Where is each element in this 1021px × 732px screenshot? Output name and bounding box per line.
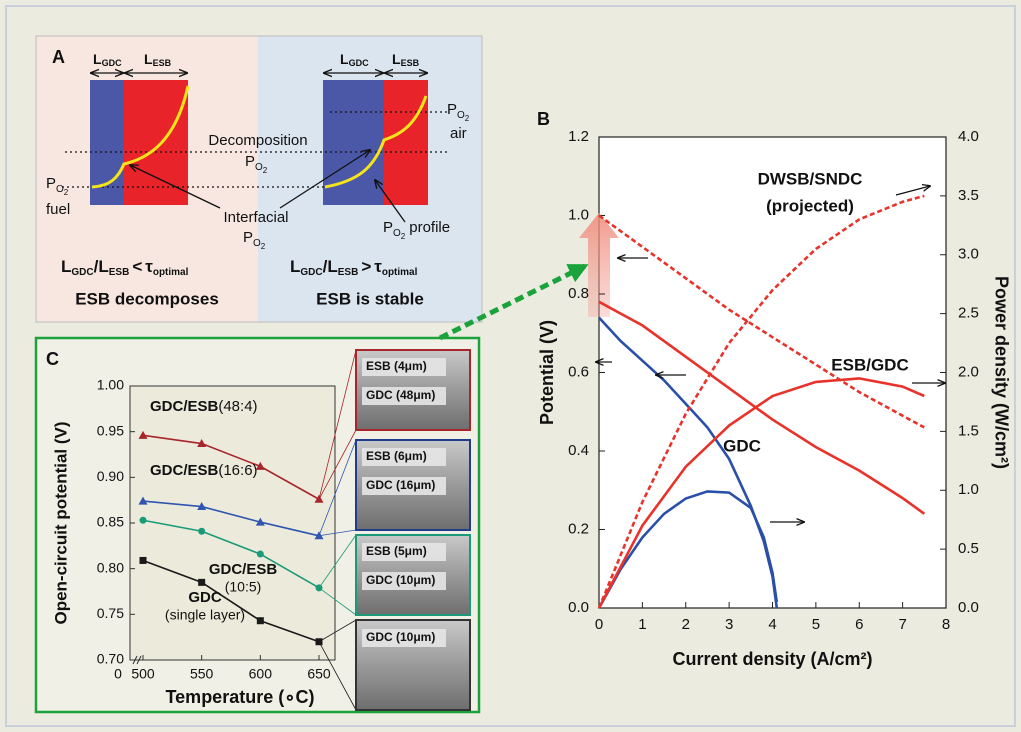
x-tick-label: 5 bbox=[812, 616, 820, 633]
x-tick-label: 500 bbox=[131, 666, 155, 682]
y-tick-label: 0.95 bbox=[97, 422, 124, 438]
layer-label: GDC (48μm) bbox=[366, 388, 435, 402]
page: {"diagram": {"label": "A", "l": "L", "gd… bbox=[0, 0, 1021, 732]
x-tick-label: 550 bbox=[190, 666, 214, 682]
layer-label: ESB (5μm) bbox=[366, 544, 427, 558]
y-tick-label: 1.00 bbox=[97, 377, 124, 393]
y2-tick-label: 0.5 bbox=[958, 540, 979, 557]
y2-tick-label: 0.0 bbox=[958, 599, 979, 616]
x-tick-label: 0 bbox=[595, 616, 603, 633]
series-label: GDC bbox=[188, 589, 222, 606]
curve-label: GDC bbox=[723, 436, 761, 455]
figure: A LGDC LESB LGDC LESB Decomposition PO2 … bbox=[0, 0, 1021, 732]
y-tick-label: 0.75 bbox=[97, 605, 124, 621]
y2-tick-label: 1.0 bbox=[958, 481, 979, 498]
fuel-label: fuel bbox=[46, 201, 70, 218]
layer-label: ESB (4μm) bbox=[366, 359, 427, 373]
y-tick-label: 0.0 bbox=[568, 599, 589, 616]
panel-a: A LGDC LESB LGDC LESB Decomposition PO2 … bbox=[36, 36, 482, 322]
series-label: GDC/ESB bbox=[209, 561, 278, 578]
series-label: GDC/ESB(16:6) bbox=[150, 462, 258, 479]
layer-label: GDC (10μm) bbox=[366, 630, 435, 644]
y2-tick-label: 4.0 bbox=[958, 128, 979, 145]
panel-b: 0 1 2 3 4 5 6 7 8 0.0 0.2 0.4 0.6 0.8 1.0 1.2 0.0 0.5 1.0 1… bbox=[537, 109, 1012, 669]
y-tick-label: 0.8 bbox=[568, 285, 589, 302]
x-tick-label: 3 bbox=[725, 616, 733, 633]
y-tick-label: 0.6 bbox=[568, 363, 589, 380]
marker bbox=[257, 551, 264, 558]
layer-label: ESB (6μm) bbox=[366, 449, 427, 463]
decomposition-label: Decomposition bbox=[208, 132, 307, 149]
x-tick-label: 600 bbox=[249, 666, 273, 682]
x-tick-label: 1 bbox=[638, 616, 646, 633]
curve-label: DWSB/SNDC bbox=[758, 169, 863, 188]
y-tick-label: 0.90 bbox=[97, 468, 124, 484]
series-sublabel: (48:4) bbox=[218, 398, 257, 415]
y-tick-label: 0.70 bbox=[97, 651, 124, 667]
y-tick-label: 1.2 bbox=[568, 128, 589, 145]
y2-tick-label: 3.5 bbox=[958, 187, 979, 204]
series-name: GDC/ESB bbox=[209, 561, 278, 578]
series-sublabel: (single layer) bbox=[165, 607, 245, 623]
marker bbox=[257, 617, 264, 624]
caption: ESB decomposes bbox=[75, 289, 219, 308]
y-tick-label: 1.0 bbox=[568, 206, 589, 223]
series-label: GDC/ESB(48:4) bbox=[150, 398, 258, 415]
marker bbox=[316, 638, 323, 645]
layer-label: GDC (10μm) bbox=[366, 573, 435, 587]
series-name: GDC/ESB bbox=[150, 398, 219, 415]
marker bbox=[140, 557, 147, 564]
marker bbox=[198, 579, 205, 586]
panel-label: A bbox=[52, 47, 65, 67]
y-tick-label: 0.80 bbox=[97, 559, 124, 575]
y2-tick-label: 3.0 bbox=[958, 246, 979, 263]
series-name: GDC bbox=[188, 589, 222, 606]
y2-tick-label: 1.5 bbox=[958, 422, 979, 439]
series-sublabel: (16:6) bbox=[218, 462, 257, 479]
x-axis-title: Temperature (∘C) bbox=[166, 687, 315, 707]
y2-tick-label: 2.0 bbox=[958, 363, 979, 380]
panel-label: B bbox=[537, 109, 550, 129]
y-tick-label: 0.85 bbox=[97, 514, 124, 530]
air-label: air bbox=[450, 125, 467, 142]
y2-tick-label: 2.5 bbox=[958, 305, 979, 322]
marker bbox=[316, 584, 323, 591]
marker bbox=[198, 528, 205, 535]
x-tick-label: 650 bbox=[307, 666, 331, 682]
y-axis-title: Open-circuit potential (V) bbox=[51, 421, 70, 624]
caption: ESB is stable bbox=[316, 289, 424, 308]
y-tick-label: 0.4 bbox=[568, 442, 589, 459]
x-axis-title: Current density (A/cm²) bbox=[672, 649, 872, 669]
series-name: GDC/ESB bbox=[150, 462, 219, 479]
x-tick-label: 8 bbox=[942, 616, 950, 633]
x-tick-label: 7 bbox=[898, 616, 906, 633]
x-tick-label: 2 bbox=[682, 616, 690, 633]
series-sublabel: (10:5) bbox=[225, 579, 262, 595]
y-tick-label: 0.2 bbox=[568, 520, 589, 537]
y-axis-title: Potential (V) bbox=[537, 320, 557, 425]
layer-label: GDC (16μm) bbox=[366, 478, 435, 492]
x-break-label: 0 bbox=[114, 666, 122, 682]
x-tick-label: 4 bbox=[768, 616, 776, 633]
esb-layer bbox=[384, 80, 428, 205]
marker bbox=[140, 517, 147, 524]
curve-label: (projected) bbox=[766, 196, 854, 215]
x-tick-label: 6 bbox=[855, 616, 863, 633]
interfacial-label: Interfacial bbox=[223, 209, 288, 226]
panel-label: C bbox=[46, 349, 59, 369]
esb-layer bbox=[124, 80, 188, 205]
y2-axis-title: Power density (W/cm²) bbox=[991, 276, 1011, 469]
curve-label: ESB/GDC bbox=[831, 355, 908, 374]
